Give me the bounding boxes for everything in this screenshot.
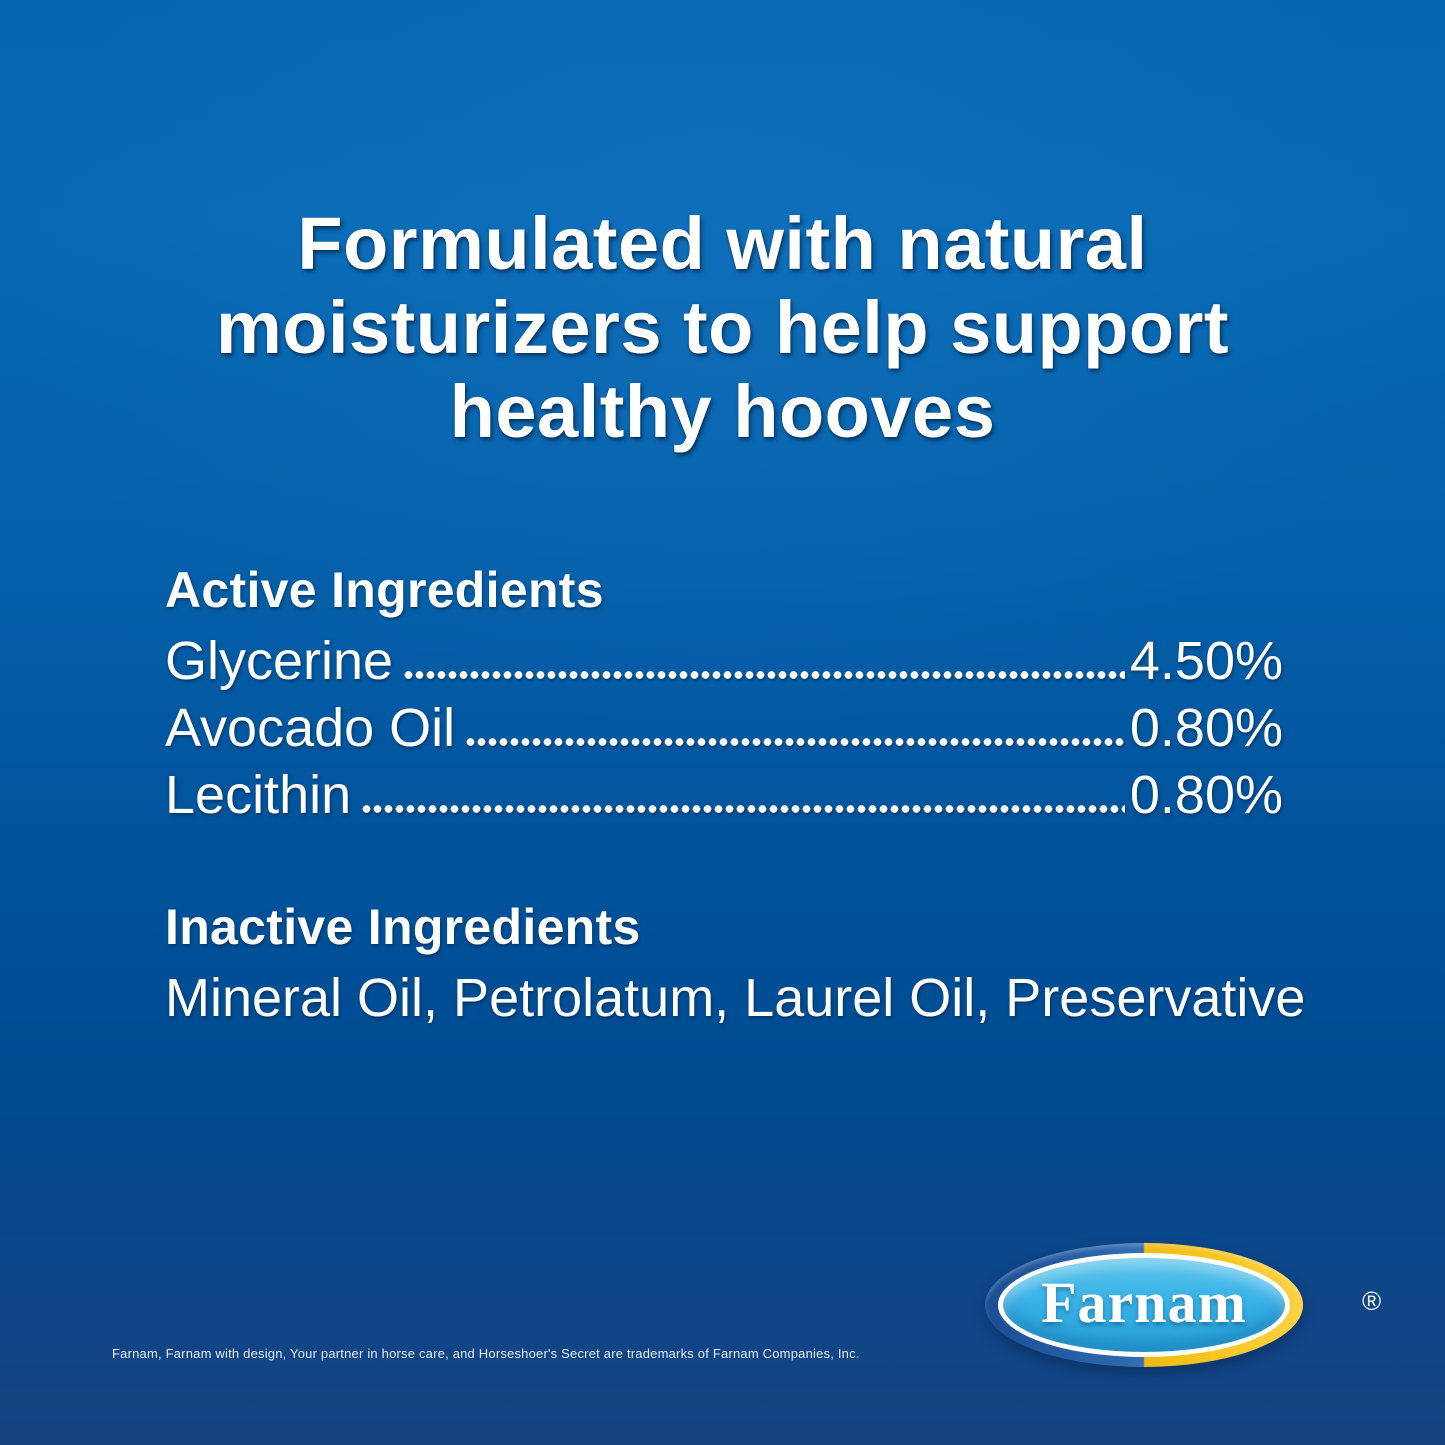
dot-leader: [361, 805, 1125, 813]
ingredient-name: Lecithin: [165, 765, 352, 825]
headline-line-2: moisturizers to help support: [215, 286, 1230, 369]
ingredient-value: 0.80%: [1129, 765, 1283, 825]
dot-leader: [403, 671, 1125, 679]
inactive-ingredients-heading: Inactive Ingredients: [165, 899, 641, 955]
inactive-ingredients-list: Mineral Oil, Petrolatum, Laurel Oil, Pre…: [165, 968, 1306, 1028]
farnam-logo-inner-oval: Farnam: [998, 1253, 1290, 1357]
ingredient-name: Avocado Oil: [165, 698, 456, 758]
ingredient-value: 0.80%: [1129, 698, 1283, 758]
registered-trademark-symbol: ®: [1362, 1286, 1382, 1316]
dot-leader: [465, 738, 1125, 746]
headline: Formulated with natural moisturizers to …: [0, 202, 1445, 454]
active-ingredients-table: Glycerine 4.50% Avocado Oil 0.80% Lecith…: [165, 630, 1283, 831]
table-row: Glycerine 4.50%: [165, 630, 1283, 697]
active-ingredients-heading: Active Ingredients: [165, 562, 604, 618]
headline-line-3: healthy hooves: [449, 370, 996, 453]
table-row: Lecithin 0.80%: [165, 764, 1283, 831]
ingredient-value: 4.50%: [1129, 631, 1283, 691]
farnam-logo-wordmark: Farnam: [1041, 1269, 1247, 1335]
ingredient-name: Glycerine: [165, 631, 394, 691]
headline-line-1: Formulated with natural: [297, 202, 1148, 285]
table-row: Avocado Oil 0.80%: [165, 697, 1283, 764]
farnam-logo: Farnam: [985, 1243, 1303, 1367]
trademark-notice: Farnam, Farnam with design, Your partner…: [112, 1346, 860, 1361]
